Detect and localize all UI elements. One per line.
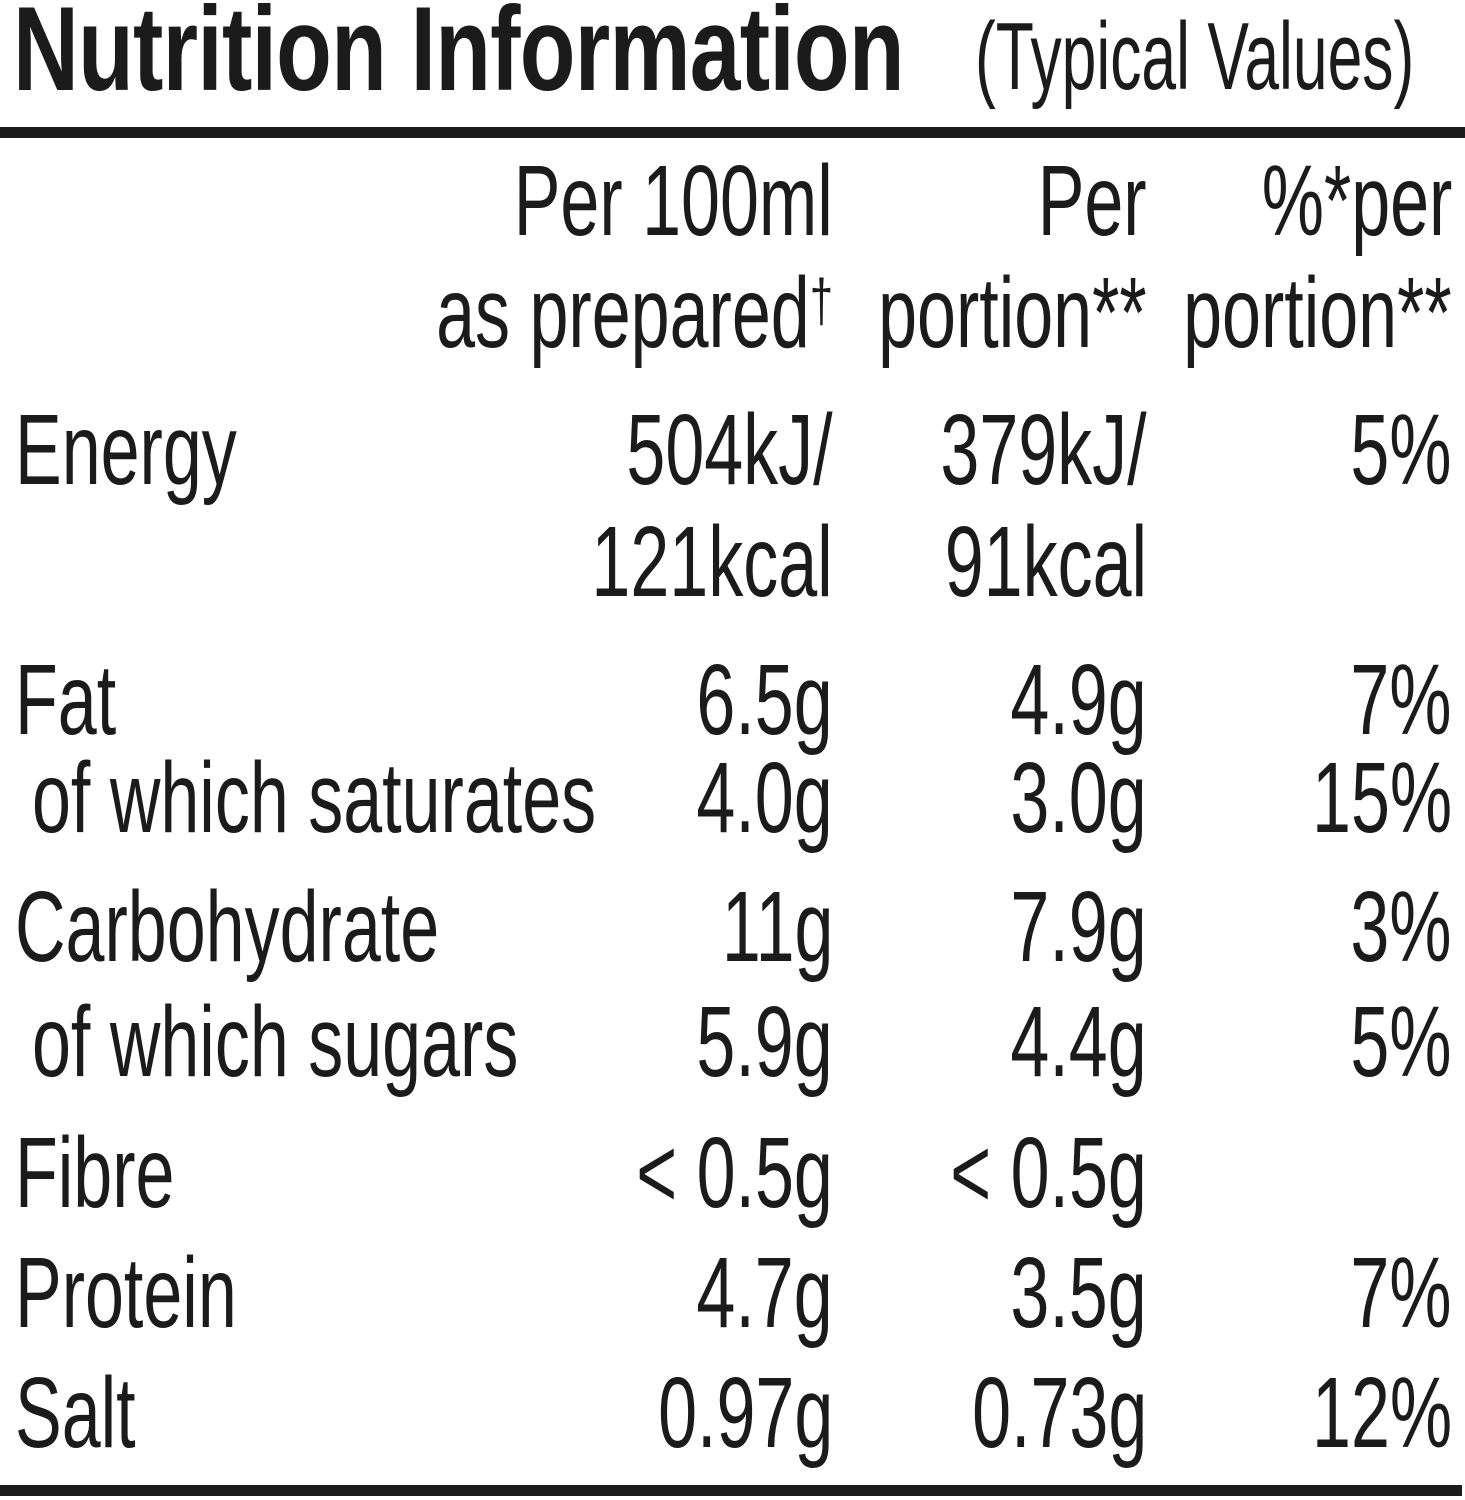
protein-per100ml: 4.7g xyxy=(696,1237,833,1349)
dagger-superscript: † xyxy=(809,267,833,334)
carbohydrate-percent: 3% xyxy=(1350,871,1452,983)
sugars-percent: 5% xyxy=(1350,986,1452,1098)
fat-per100ml: 6.5g xyxy=(696,644,833,756)
energy-per100ml-kj: 504kJ/ xyxy=(626,394,833,506)
sugars-label: of which sugars xyxy=(32,986,519,1098)
header-percent-portion-line1: %*per xyxy=(1261,145,1452,257)
saturates-per100ml: 4.0g xyxy=(696,742,833,854)
fibre-per100ml: < 0.5g xyxy=(636,1117,833,1229)
salt-percent: 12% xyxy=(1311,1357,1452,1469)
saturates-per-portion: 3.0g xyxy=(1010,742,1147,854)
header-per100ml-line1: Per 100ml xyxy=(513,145,833,257)
header-per100ml-line2: as prepared† xyxy=(436,258,833,382)
energy-per-portion-kcal: 91kcal xyxy=(944,506,1147,618)
fibre-per-portion: < 0.5g xyxy=(950,1117,1147,1229)
carbohydrate-label: Carbohydrate xyxy=(15,871,440,983)
protein-per-portion: 3.5g xyxy=(1010,1237,1147,1349)
salt-per-portion: 0.73g xyxy=(971,1357,1147,1469)
energy-per100ml-kcal: 121kcal xyxy=(591,506,833,618)
energy-label: Energy xyxy=(15,394,237,506)
energy-per-portion-kj: 379kJ/ xyxy=(940,394,1147,506)
sugars-per100ml: 5.9g xyxy=(696,986,833,1098)
header-per-portion-line2: portion** xyxy=(878,257,1147,369)
saturates-percent: 15% xyxy=(1311,742,1452,854)
header-percent-portion-line2: portion** xyxy=(1183,257,1452,369)
energy-percent: 5% xyxy=(1350,394,1452,506)
top-rule xyxy=(0,127,1465,138)
fat-per-portion: 4.9g xyxy=(1010,644,1147,756)
header-as-prepared-text: as prepared xyxy=(436,257,810,369)
fat-percent: 7% xyxy=(1350,644,1452,756)
protein-percent: 7% xyxy=(1350,1237,1452,1349)
header-per-portion-line1: Per xyxy=(1038,145,1147,257)
carbohydrate-per-portion: 7.9g xyxy=(1010,871,1147,983)
protein-label: Protein xyxy=(15,1237,237,1349)
sugars-per-portion: 4.4g xyxy=(1010,986,1147,1098)
salt-label: Salt xyxy=(15,1357,136,1469)
typical-values-note: (Typical Values) xyxy=(975,3,1415,110)
nutrition-title: Nutrition Information xyxy=(13,0,905,116)
saturates-label: of which saturates xyxy=(32,742,597,854)
bottom-rule xyxy=(0,1485,1462,1496)
fat-label: Fat xyxy=(15,644,117,756)
fibre-label: Fibre xyxy=(15,1117,175,1229)
carbohydrate-per100ml: 11g xyxy=(721,871,833,983)
salt-per100ml: 0.97g xyxy=(657,1357,833,1469)
